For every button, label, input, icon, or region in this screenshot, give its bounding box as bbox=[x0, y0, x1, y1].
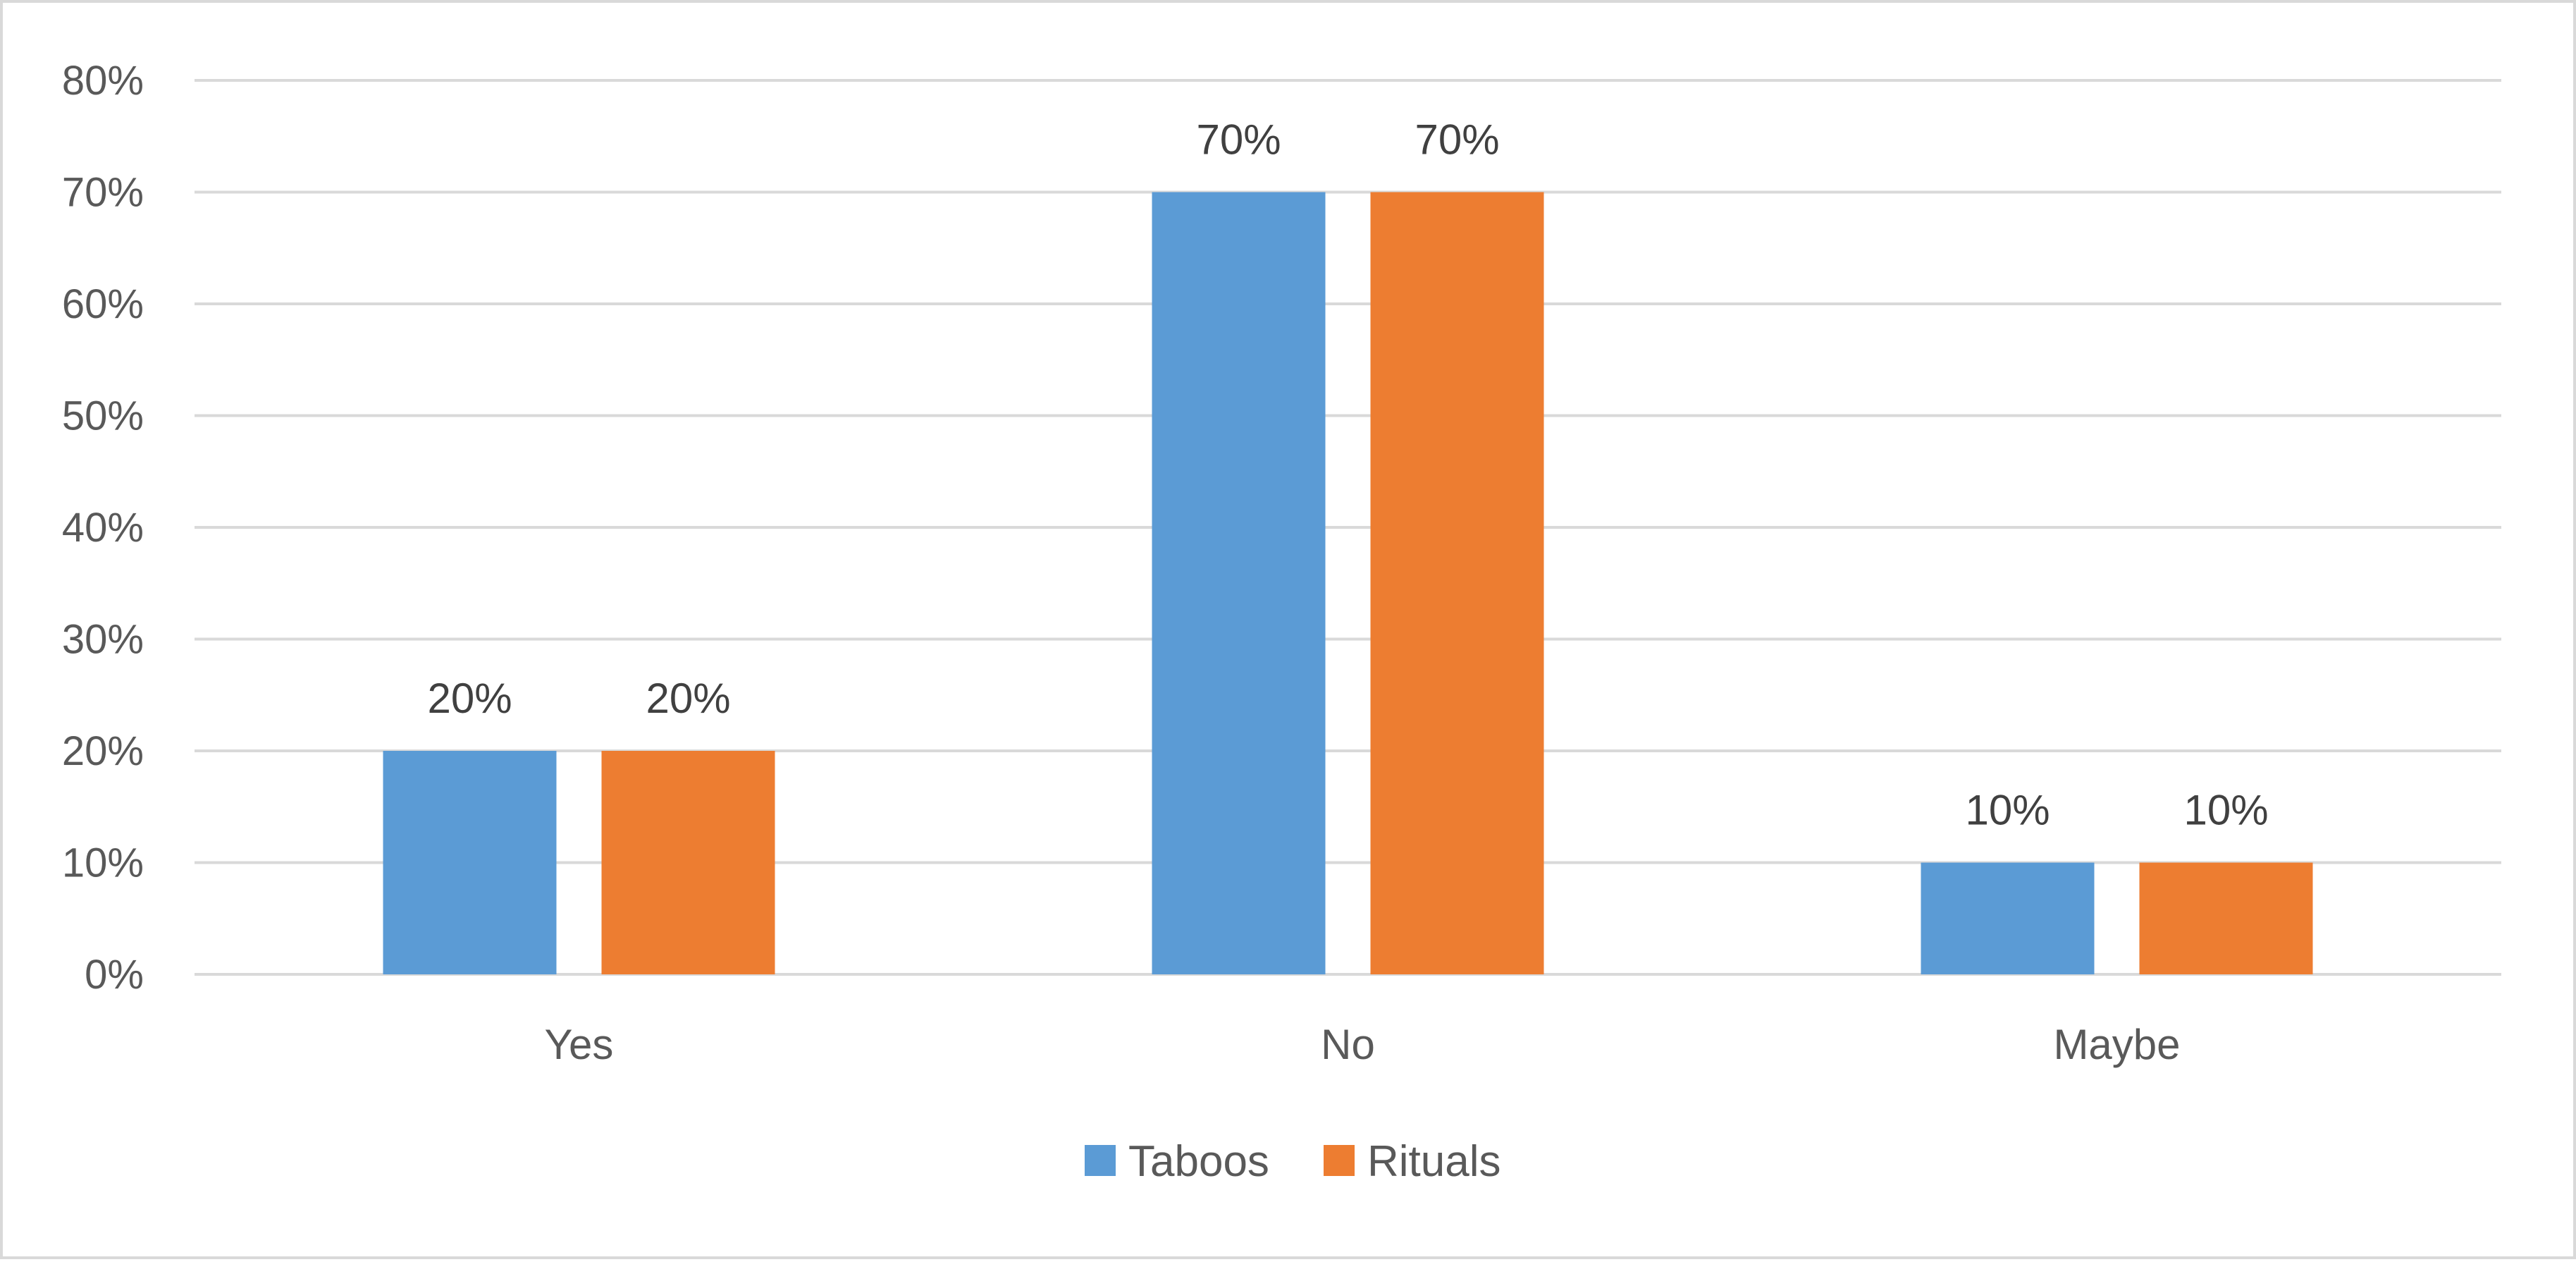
legend-swatch-taboos bbox=[1085, 1145, 1116, 1176]
y-tick-label: 50% bbox=[62, 393, 144, 439]
bar-rituals-no bbox=[1370, 192, 1544, 974]
data-label-taboos-yes: 20% bbox=[427, 675, 512, 722]
data-label-taboos-no: 70% bbox=[1196, 116, 1281, 164]
gridlines bbox=[195, 79, 2501, 976]
bar-taboos-no bbox=[1152, 192, 1326, 974]
legend: Taboos Rituals bbox=[1085, 1137, 1501, 1186]
y-tick-label: 10% bbox=[62, 840, 144, 886]
y-tick-label: 30% bbox=[62, 617, 144, 663]
y-tick-label: 0% bbox=[85, 952, 144, 998]
category-label-maybe: Maybe bbox=[2053, 1021, 2180, 1068]
legend-label-rituals: Rituals bbox=[1367, 1137, 1501, 1186]
bar-taboos-yes bbox=[383, 751, 557, 974]
category-label-yes: Yes bbox=[545, 1021, 614, 1068]
legend-swatch-rituals bbox=[1324, 1145, 1355, 1176]
data-label-rituals-yes: 20% bbox=[646, 675, 730, 722]
category-label-no: No bbox=[1321, 1021, 1375, 1068]
data-label-rituals-no: 70% bbox=[1415, 116, 1499, 164]
y-tick-label: 70% bbox=[62, 170, 144, 216]
y-tick-label: 80% bbox=[62, 58, 144, 104]
y-axis-ticks: 0% 10% 20% 30% 40% 50% 60% 70% 80% bbox=[62, 58, 144, 998]
bar-rituals-yes bbox=[601, 751, 775, 974]
data-label-taboos-maybe: 10% bbox=[1965, 787, 2050, 834]
bars bbox=[383, 192, 2313, 974]
data-labels: 20% 20% 70% 70% 10% 10% bbox=[427, 116, 2268, 834]
y-tick-label: 60% bbox=[62, 281, 144, 327]
x-axis-categories: Yes No Maybe bbox=[545, 1021, 2181, 1068]
legend-label-taboos: Taboos bbox=[1128, 1137, 1269, 1186]
bar-chart: 0% 10% 20% 30% 40% 50% 60% 70% 80% 20% 20% 70% 70% 1… bbox=[62, 58, 2501, 1186]
data-label-rituals-maybe: 10% bbox=[2183, 787, 2268, 834]
y-tick-label: 20% bbox=[62, 728, 144, 774]
bar-rituals-maybe bbox=[2139, 862, 2313, 974]
y-tick-label: 40% bbox=[62, 505, 144, 551]
bar-taboos-maybe bbox=[1921, 862, 2095, 974]
